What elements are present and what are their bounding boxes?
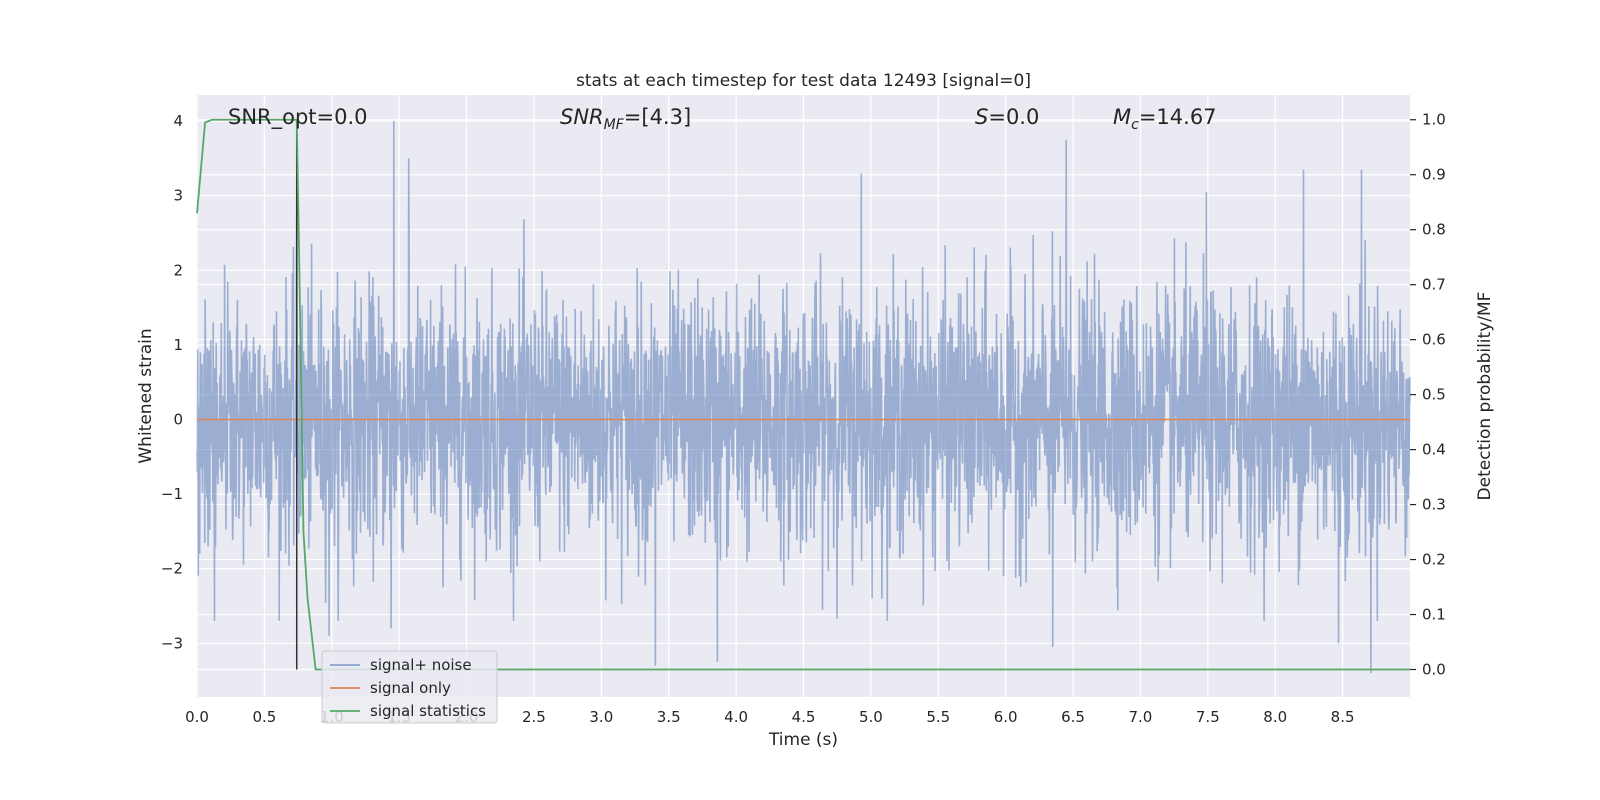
y-tick-label: 2 [173, 261, 183, 279]
series-signal-noise [196, 121, 1411, 674]
y-axis-label: Whitened strain [136, 328, 156, 463]
x-tick-label: 0.0 [185, 708, 209, 726]
y-tick-label: 4 [173, 112, 183, 130]
annotations: SNR_opt=0.0 SNRMF=[4.3] S=0.0 Mc=14.67 [228, 105, 1217, 133]
legend-label: signal only [370, 679, 451, 697]
annotation-label: SNRMF=[4.3] [560, 105, 691, 133]
y-right-tick-label: 0.3 [1422, 496, 1446, 514]
y-right-tick-label: 0.2 [1422, 551, 1446, 569]
series-line-signal-noise [196, 121, 1411, 674]
x-tick-label: 5.0 [859, 708, 883, 726]
legend-label: signal+ noise [370, 656, 472, 674]
x-tick-label: 6.5 [1061, 708, 1085, 726]
y-right-tick-label: 1.0 [1422, 111, 1446, 129]
x-tick-label: 8.0 [1263, 708, 1287, 726]
legend: signal+ noise signal only signal statistic… [321, 650, 498, 724]
chart-title: stats at each timestep for test data 124… [576, 71, 1031, 91]
x-tick-label: 7.0 [1129, 708, 1153, 726]
legend-box [321, 650, 498, 724]
y-right-tick-label: 0.4 [1422, 441, 1446, 459]
y-right-tick-label: 0.0 [1422, 661, 1446, 679]
x-tick-label: 4.5 [792, 708, 816, 726]
y-tick-label: 3 [173, 187, 183, 205]
x-tick-label: 0.5 [252, 708, 276, 726]
x-tick-label: 6.0 [994, 708, 1018, 726]
series-signal-statistics [196, 118, 1410, 671]
x-tick-label: 3.0 [589, 708, 613, 726]
x-tick-label: 7.5 [1196, 708, 1220, 726]
y-right-tick-label: 0.1 [1422, 606, 1446, 624]
y-right-tick-label: 0.9 [1422, 166, 1446, 184]
y-right-tick-label: 0.5 [1422, 386, 1446, 404]
y-right-tick-label: 0.6 [1422, 331, 1446, 349]
annotation-label: Mc=14.67 [1113, 105, 1217, 133]
x-tick-label: 8.5 [1331, 708, 1355, 726]
y-right-tick-label: 0.7 [1422, 276, 1446, 294]
y-tick-label: −3 [161, 634, 183, 652]
x-tick-label: 4.0 [724, 708, 748, 726]
annotation-label: S=0.0 [975, 105, 1039, 129]
x-tick-label: 2.5 [522, 708, 546, 726]
x-axis-label: Time (s) [768, 730, 838, 750]
y-tick-label: −1 [161, 485, 183, 503]
x-tick-label: 5.5 [926, 708, 950, 726]
y-tick-label: 1 [173, 336, 183, 354]
legend-label: signal statistics [370, 702, 486, 720]
series-line-signal-statistics [196, 118, 1410, 671]
annotation-label: SNR_opt=0.0 [228, 105, 368, 130]
y-right-axis-label: Detection probability/MF [1475, 292, 1495, 501]
x-tick-label: 3.5 [657, 708, 681, 726]
y-tick-label: −2 [161, 560, 183, 578]
y-right-tick-label: 0.8 [1422, 221, 1446, 239]
y-tick-label: 0 [173, 410, 183, 428]
